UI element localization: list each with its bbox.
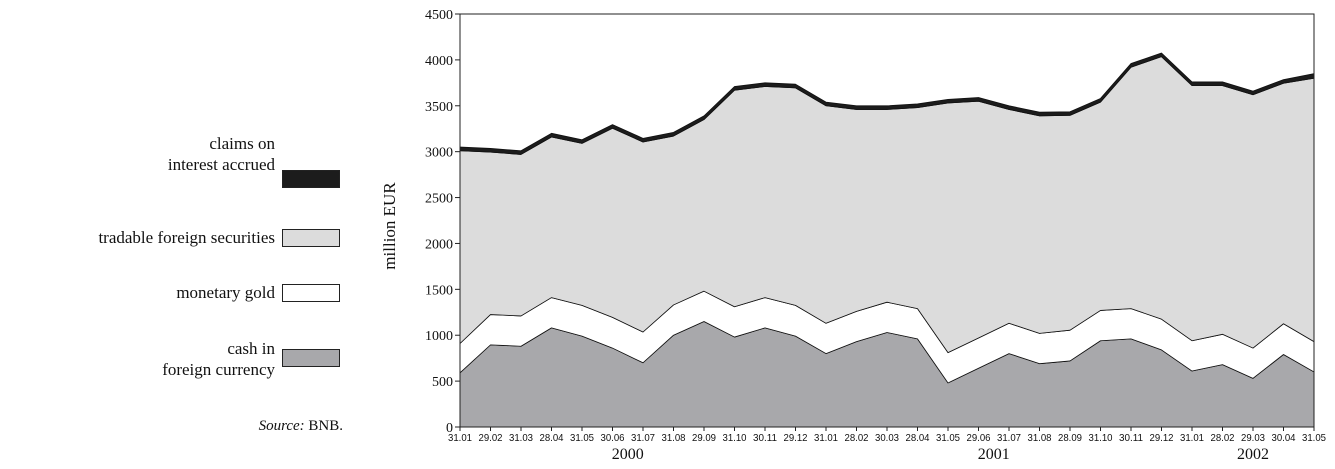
x-tick-label: 29.09 bbox=[692, 432, 716, 444]
year-label: 2002 bbox=[1237, 446, 1269, 463]
y-tick-label: 4500 bbox=[425, 8, 453, 23]
y-tick-label: 2000 bbox=[425, 237, 453, 252]
source-prefix: Source: bbox=[258, 418, 305, 434]
y-tick-label: 1000 bbox=[425, 329, 453, 344]
x-tick-label: 28.02 bbox=[1211, 432, 1235, 444]
x-tick-label: 31.07 bbox=[631, 432, 655, 444]
x-tick-label: 31.07 bbox=[997, 432, 1021, 444]
x-tick-label: 29.12 bbox=[1150, 432, 1174, 444]
legend-label-claims-interest: claims on interest accrued bbox=[167, 134, 275, 174]
y-tick-label: 1500 bbox=[425, 283, 453, 298]
x-tick-label: 31.10 bbox=[723, 432, 747, 444]
x-tick-label: 30.11 bbox=[753, 432, 777, 444]
x-tick-label: 31.05 bbox=[570, 432, 594, 444]
legend-swatch-tradable-securities bbox=[282, 229, 340, 247]
legend-swatch-claims-interest bbox=[282, 170, 340, 188]
x-tick-label: 31.01 bbox=[1180, 432, 1204, 444]
x-tick-label: 29.12 bbox=[784, 432, 808, 444]
x-tick-label: 30.11 bbox=[1119, 432, 1143, 444]
x-tick-label: 31.08 bbox=[1028, 432, 1052, 444]
source-text: BNB. bbox=[304, 418, 343, 434]
y-tick-label: 2500 bbox=[425, 192, 453, 207]
x-tick-label: 31.10 bbox=[1089, 432, 1113, 444]
legend-label-tradable-securities: tradable foreign securities bbox=[98, 228, 275, 247]
y-tick-label: 500 bbox=[432, 375, 453, 390]
x-tick-label: 30.04 bbox=[1272, 432, 1296, 444]
x-tick-label: 28.09 bbox=[1058, 432, 1082, 444]
y-tick-label: 4000 bbox=[425, 54, 453, 69]
source-note: Source: BNB. bbox=[259, 418, 343, 435]
stacked-area-chart: 0 500 1000 1500 2000 2500 3000 3500 4000 4500 31.… bbox=[380, 8, 1326, 463]
x-tick-label: 30.06 bbox=[601, 432, 625, 444]
y-axis-label: million EUR bbox=[380, 182, 399, 270]
x-tick-label: 31.01 bbox=[448, 432, 472, 444]
x-tick-label: 31.01 bbox=[814, 432, 838, 444]
year-label: 2000 bbox=[612, 446, 644, 463]
x-tick-label: 31.03 bbox=[509, 432, 533, 444]
x-tick-label: 31.05 bbox=[1302, 432, 1326, 444]
x-tick-label: 29.06 bbox=[967, 432, 991, 444]
y-tick-label: 3000 bbox=[425, 146, 453, 161]
x-tick-label: 28.02 bbox=[845, 432, 869, 444]
legend-label-monetary-gold: monetary gold bbox=[176, 283, 275, 302]
x-tick-label: 31.05 bbox=[936, 432, 960, 444]
x-axis: 31.01 29.02 31.03 28.04 31.05 30.06 31.07 31.08… bbox=[448, 427, 1326, 463]
legend-label-cash-foreign-currency: cash in foreign currency bbox=[162, 339, 275, 379]
year-label: 2001 bbox=[978, 446, 1010, 463]
legend: claims on interest accrued tradable fore… bbox=[0, 0, 360, 469]
legend-swatch-cash-foreign-currency bbox=[282, 349, 340, 367]
x-tick-label: 28.04 bbox=[540, 432, 564, 444]
x-tick-label: 30.03 bbox=[875, 432, 899, 444]
y-tick-label: 0 bbox=[446, 421, 453, 436]
x-tick-label: 31.08 bbox=[662, 432, 686, 444]
x-tick-label: 29.02 bbox=[479, 432, 503, 444]
x-tick-label: 29.03 bbox=[1241, 432, 1265, 444]
y-tick-label: 3500 bbox=[425, 100, 453, 115]
legend-swatch-monetary-gold bbox=[282, 284, 340, 302]
chart-areas bbox=[459, 13, 1315, 428]
y-axis: 0 500 1000 1500 2000 2500 3000 3500 4000 4500 bbox=[425, 8, 460, 436]
x-tick-label: 28.04 bbox=[906, 432, 930, 444]
